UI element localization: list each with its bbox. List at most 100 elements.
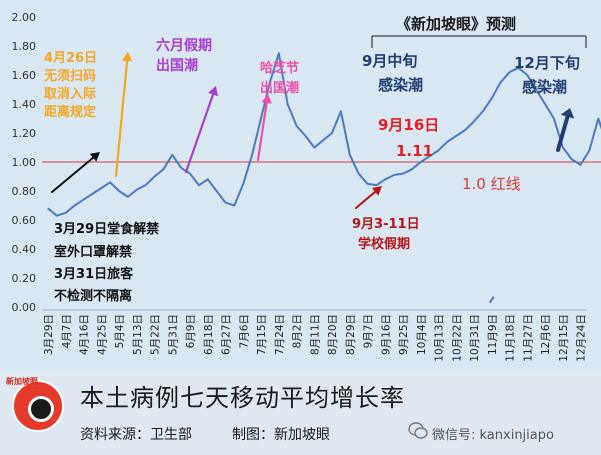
x-tick-label: 5月31日 — [167, 314, 179, 355]
wechat-id: 微信号: kanxinjiapo — [432, 428, 554, 443]
series-point — [162, 168, 164, 170]
series-point — [491, 97, 493, 99]
y-tick-label: 1.00 — [12, 156, 37, 169]
y-tick-label: 0.80 — [12, 185, 37, 198]
arrow-purple-head — [208, 86, 218, 97]
series-point — [118, 190, 120, 192]
annotation-label: 六月假期 — [156, 37, 212, 54]
series-point — [287, 103, 289, 105]
series-point — [420, 161, 422, 163]
y-tick-label: 0.60 — [12, 214, 37, 227]
annotation-label: 室外口罩解禁 — [54, 244, 132, 260]
series-point — [553, 117, 555, 120]
series-point — [189, 173, 191, 175]
logo-icon — [12, 380, 64, 432]
series-point — [242, 183, 244, 185]
x-tick-label: 6月9日 — [185, 314, 197, 348]
series-point — [109, 181, 111, 183]
x-tick-label: 12月15日 — [558, 314, 570, 362]
annotation-label: 3月31日旅客 — [54, 266, 134, 282]
annotation-label: 不检测不隔离 — [54, 288, 132, 304]
series-point — [482, 110, 484, 112]
series-point — [597, 117, 599, 120]
x-tick-label: 8月2日 — [292, 314, 304, 348]
y-tick-label: 0.20 — [12, 272, 37, 285]
x-tick-label: 4月7日 — [61, 314, 73, 348]
series-point — [171, 154, 173, 156]
y-tick-label: 0.40 — [12, 243, 37, 256]
x-tick-label: 10月31日 — [469, 314, 481, 362]
x-tick-label: 10月13日 — [434, 314, 446, 362]
series-point — [464, 129, 466, 131]
x-tick-label: 5月13日 — [132, 314, 144, 355]
series-point — [207, 178, 209, 180]
series-point — [473, 120, 475, 122]
series-point — [571, 158, 573, 160]
series-point — [349, 154, 351, 156]
x-tick-label: 7月15日 — [256, 314, 268, 355]
series-point — [579, 164, 582, 166]
annotation-label: 哈芝节 — [260, 60, 299, 76]
series-point — [437, 149, 440, 151]
series-point — [517, 67, 519, 69]
series-point — [562, 146, 564, 149]
series-point — [251, 154, 253, 156]
arrow-pink — [256, 101, 268, 162]
series-point — [588, 149, 590, 151]
series-point — [180, 167, 182, 169]
series-point — [269, 81, 271, 83]
made-by-label: 制图：新加坡眼 — [232, 427, 330, 443]
annotation-label: 9月中旬 — [362, 52, 417, 70]
y-tick-label: 1.20 — [12, 127, 37, 140]
series-point — [526, 74, 528, 76]
x-tick-label: 3月29日 — [43, 314, 55, 355]
series-point — [313, 146, 315, 149]
arrow-orange-head — [121, 52, 133, 62]
series-point — [74, 204, 76, 207]
series-layer — [42, 52, 601, 304]
y-tick-label: 1.40 — [12, 98, 37, 111]
annotation-label: 学校假期 — [358, 236, 410, 252]
arrows-layer — [51, 52, 575, 209]
y-tick-label: 0.00 — [12, 301, 37, 314]
x-tick-label: 5月4日 — [114, 314, 126, 348]
x-tick-label: 11月9日 — [487, 314, 499, 355]
series-point — [455, 135, 457, 137]
logo-eye-icon — [28, 396, 54, 422]
series-point — [331, 132, 333, 134]
x-tick-label: 8月29日 — [345, 314, 357, 355]
x-tick-label: 6月18日 — [203, 314, 215, 355]
x-tick-label: 4月16日 — [79, 314, 91, 355]
logo-text: 新加坡眼 — [6, 377, 38, 386]
annotation-label: 《新加坡眼》预测 — [396, 15, 516, 33]
series-point — [91, 193, 93, 195]
x-tick-label: 7月24日 — [274, 314, 286, 355]
series-point — [47, 207, 49, 209]
annotation-label: 9月16日 — [378, 116, 439, 134]
series-point — [544, 103, 546, 105]
annotation-label: 出国潮 — [156, 57, 198, 74]
x-tick-label: 12月24日 — [576, 314, 588, 362]
series-point — [446, 141, 448, 143]
series-point — [304, 135, 306, 137]
series-point — [198, 184, 200, 186]
series-point — [488, 296, 495, 304]
x-tick-label: 8月20日 — [327, 314, 339, 355]
reference-line-label: 1.0 红线 — [462, 175, 521, 193]
annotation-label: 12月下旬 — [514, 54, 580, 72]
series-point — [153, 175, 156, 178]
x-tick-label: 9月16日 — [380, 314, 392, 355]
annotation-label: 1.11 — [396, 142, 433, 160]
series-point — [224, 202, 227, 204]
series-point — [366, 183, 369, 185]
footer — [0, 372, 601, 455]
series-point — [322, 139, 324, 141]
series-line — [47, 52, 601, 217]
series-point — [429, 155, 431, 157]
arrow-purple — [184, 93, 215, 174]
x-tick-label: 9月7日 — [363, 314, 375, 348]
series-point — [295, 125, 298, 127]
x-tick-label: 8月11日 — [309, 314, 321, 355]
annotation-label: 感染潮 — [522, 78, 567, 96]
